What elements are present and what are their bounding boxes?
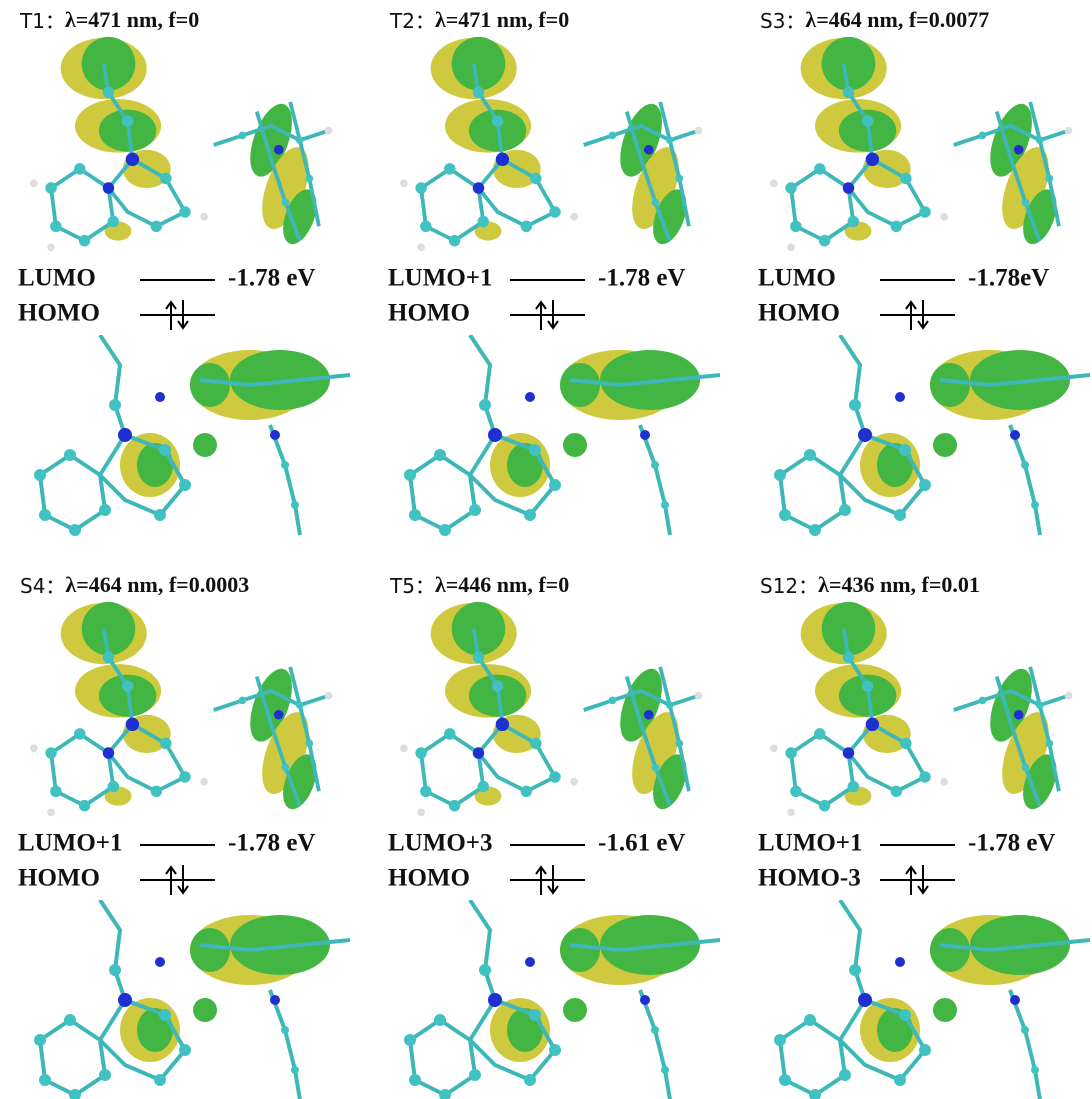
panel: T2：λ=471 nm, f=0 LUMO+1 -1.78 eV HOMO [388,7,720,536]
orbital-image-upper [770,37,1072,251]
panel-title: S3：λ=464 nm, f=0.0077 [760,7,989,32]
lower-orbital-label: HOMO [18,300,100,327]
upper-orbital-label: LUMO+3 [388,830,493,857]
upper-energy: -1.78eV [968,265,1049,292]
lower-orbital-label: HOMO [388,300,470,327]
orbital-image-upper [30,37,332,251]
state-label: S3： [760,9,805,33]
state-label: S12： [760,574,818,598]
panel: T1：λ=471 nm, f=0 LUMO -1.78 eV HOMO [18,7,350,536]
page: {"panels": [ {"state": "T1：", "detail": … [0,0,1092,1099]
orbital-image-lower [404,900,720,1099]
upper-orbital-label: LUMO [758,265,836,292]
panel-title: T2：λ=471 nm, f=0 [389,7,569,32]
panel: T5：λ=446 nm, f=0 LUMO+3 -1.61 eV HOMO [388,572,720,1099]
panel-title: T5：λ=446 nm, f=0 [389,572,569,597]
panel-title: S12：λ=436 nm, f=0.01 [760,572,980,597]
lower-orbital-label: HOMO [388,865,470,892]
panel-title: T1：λ=471 nm, f=0 [19,7,199,32]
orbital-image-lower [774,335,1090,536]
lower-orbital-label: HOMO [18,865,100,892]
upper-energy: -1.78 eV [968,830,1055,857]
state-label: T1： [19,9,65,33]
panel-title: S4：λ=464 nm, f=0.0003 [20,572,249,597]
panel: S12：λ=436 nm, f=0.01 LUMO+1 -1.78 eV HOMO-3 [758,572,1090,1099]
state-detail: λ=471 nm, f=0 [435,7,569,32]
upper-energy: -1.78 eV [228,830,315,857]
panel: S4：λ=464 nm, f=0.0003 LUMO+1 -1.78 eV HOMO [18,572,350,1099]
orbital-image-lower [34,900,350,1099]
upper-orbital-label: LUMO+1 [18,830,123,857]
state-label: T2： [389,9,435,33]
lower-orbital-label: HOMO [758,300,840,327]
upper-energy: -1.78 eV [598,265,685,292]
orbital-image-lower [34,335,350,536]
state-detail: λ=446 nm, f=0 [435,572,569,597]
orbital-image-upper [400,602,702,816]
orbital-image-upper [770,602,1072,816]
upper-energy: -1.78 eV [228,265,315,292]
state-detail: λ=464 nm, f=0.0077 [805,7,989,32]
upper-orbital-label: LUMO+1 [388,265,493,292]
upper-orbital-label: LUMO [18,265,96,292]
orbital-image-upper [30,602,332,816]
state-detail: λ=464 nm, f=0.0003 [65,572,249,597]
upper-energy: -1.61 eV [598,830,685,857]
state-detail: λ=436 nm, f=0.01 [818,572,980,597]
state-label: T5： [389,574,435,598]
state-label: S4： [20,574,65,598]
orbital-image-lower [774,900,1090,1099]
figure: T1：λ=471 nm, f=0LUMO-1.78 eVHOMOT2：λ=471… [0,0,1092,1099]
lower-orbital-label: HOMO-3 [758,865,861,892]
panel: S3：λ=464 nm, f=0.0077 LUMO -1.78eV HOMO [758,7,1090,536]
orbital-image-lower [404,335,720,536]
state-detail: λ=471 nm, f=0 [65,7,199,32]
upper-orbital-label: LUMO+1 [758,830,863,857]
orbital-image-upper [400,37,702,251]
